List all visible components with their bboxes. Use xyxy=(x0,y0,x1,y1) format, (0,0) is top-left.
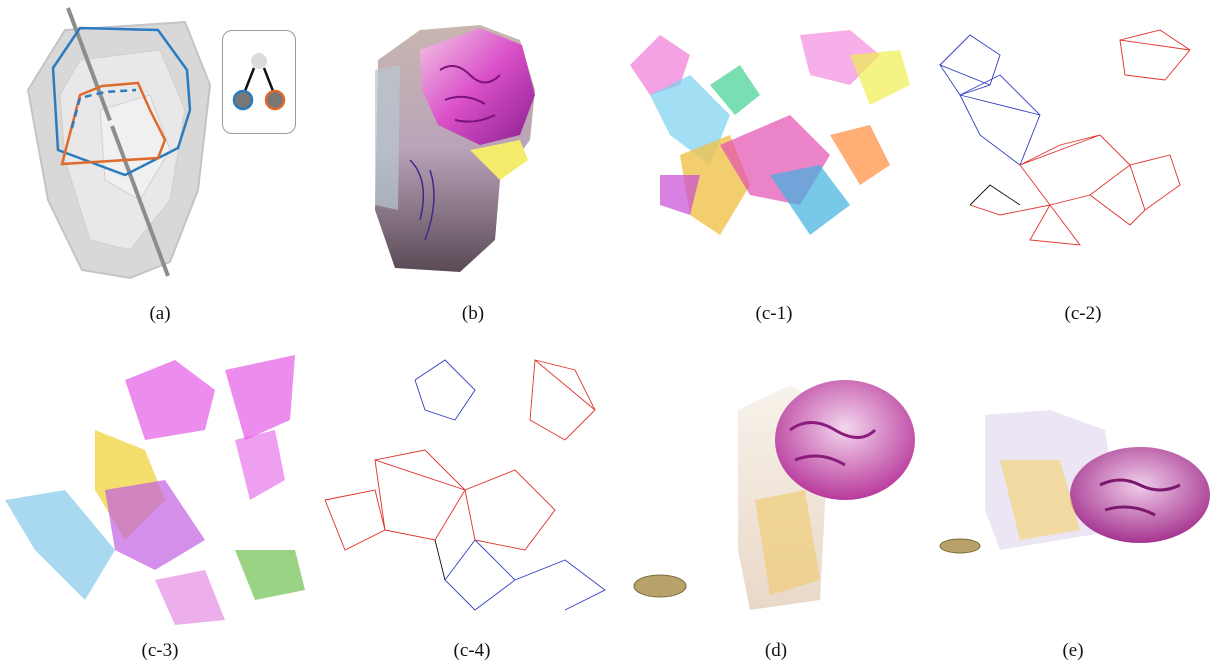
caption-a: (a) xyxy=(149,303,171,324)
panel-e-photo xyxy=(930,400,1220,580)
panel-d-photo xyxy=(630,350,920,630)
euro-coin-icon xyxy=(633,574,687,598)
tree-inset-box xyxy=(222,30,296,134)
crease-pattern-svg xyxy=(938,29,1191,246)
orange-hull-outline xyxy=(60,81,167,166)
folded-model-photo-svg xyxy=(633,380,915,610)
panel-c2-crease-pattern xyxy=(930,25,1210,265)
folded-model-photo-2-svg xyxy=(939,410,1210,554)
textured-model-svg xyxy=(375,25,535,272)
caption-b: (b) xyxy=(461,303,485,324)
panel-c1-unfolded-texture xyxy=(620,25,920,265)
cut-axis-line xyxy=(66,7,170,277)
crease-pattern-2-svg xyxy=(324,359,606,611)
caption-c3: (c-3) xyxy=(141,640,179,661)
caption-c1: (c-1) xyxy=(755,303,793,324)
caption-d: (d) xyxy=(764,640,788,661)
blue-dashed-outline xyxy=(70,88,137,129)
panel-c3-unfolded-texture xyxy=(5,350,305,630)
caption-e: (e) xyxy=(1062,640,1084,661)
euro-coin-icon xyxy=(939,538,981,554)
caption-c4: (c-4) xyxy=(453,640,491,661)
hull-diagram-svg xyxy=(26,7,212,280)
unfolded-texture-svg xyxy=(630,30,910,235)
panel-a-hull-diagram xyxy=(10,0,310,285)
hierarchy-tree-icon xyxy=(232,53,286,111)
panel-c4-crease-pattern xyxy=(315,350,615,630)
panel-b-textured-model xyxy=(360,10,560,280)
caption-c2: (c-2) xyxy=(1064,303,1102,324)
blue-hull-outline xyxy=(51,26,192,177)
unfolded-magenta-svg xyxy=(5,355,305,625)
